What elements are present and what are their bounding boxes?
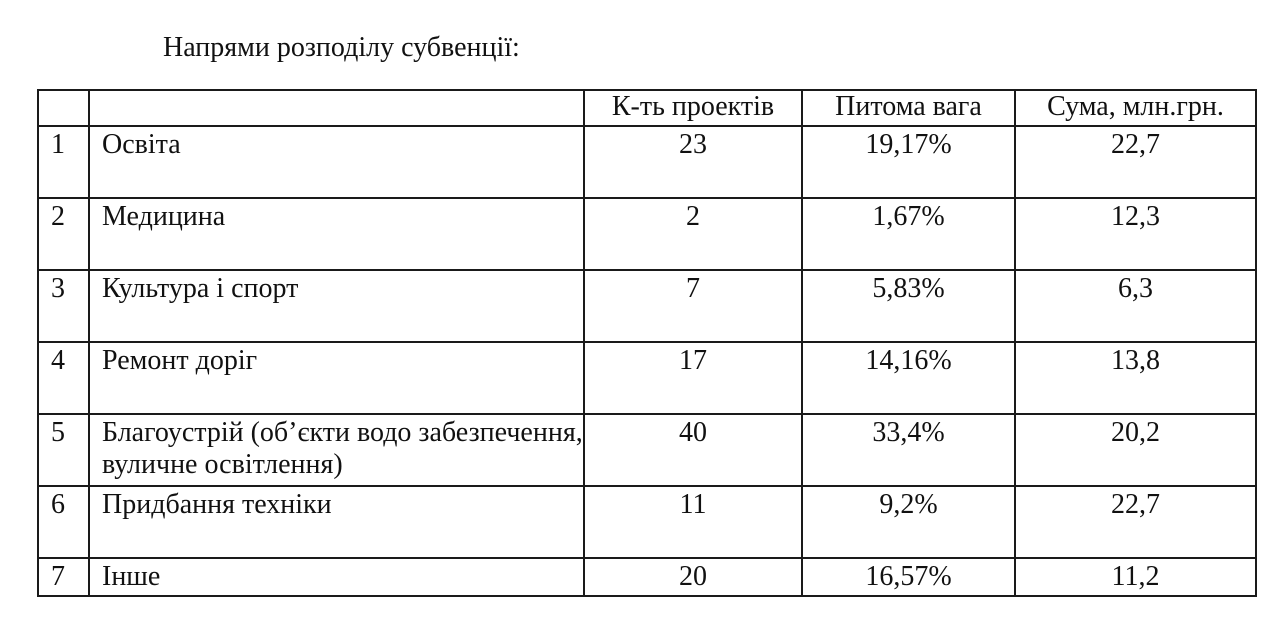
row-direction: Інше (88, 557, 585, 597)
row-amount: 20,2 (1014, 413, 1257, 487)
table-row: 4 Ремонт доріг 17 14,16% 13,8 (37, 341, 1257, 415)
page-title: Напрями розподілу субвенції: (163, 32, 520, 63)
row-share: 5,83% (801, 269, 1016, 343)
row-amount: 22,7 (1014, 125, 1257, 199)
row-share: 16,57% (801, 557, 1016, 597)
row-share: 33,4% (801, 413, 1016, 487)
row-index: 7 (37, 557, 90, 597)
row-project-count: 17 (583, 341, 803, 415)
table-row: 3 Культура і спорт 7 5,83% 6,3 (37, 269, 1257, 343)
table-row: 6 Придбання техніки 11 9,2% 22,7 (37, 485, 1257, 559)
row-project-count: 40 (583, 413, 803, 487)
row-index: 3 (37, 269, 90, 343)
row-direction: Благоустрій (об’єкти водо забезпечення, … (88, 413, 585, 487)
row-amount: 12,3 (1014, 197, 1257, 271)
row-share: 14,16% (801, 341, 1016, 415)
header-cell-amount: Сума, млн.грн. (1014, 89, 1257, 127)
row-index: 4 (37, 341, 90, 415)
table-header-row: К-ть проектів Питома вага Сума, млн.грн. (37, 89, 1257, 127)
row-index: 6 (37, 485, 90, 559)
row-direction: Ремонт доріг (88, 341, 585, 415)
row-project-count: 7 (583, 269, 803, 343)
row-project-count: 2 (583, 197, 803, 271)
row-share: 9,2% (801, 485, 1016, 559)
row-share: 19,17% (801, 125, 1016, 199)
row-amount: 13,8 (1014, 341, 1257, 415)
row-index: 2 (37, 197, 90, 271)
row-project-count: 23 (583, 125, 803, 199)
header-cell-index (37, 89, 90, 127)
header-cell-project-count: К-ть проектів (583, 89, 803, 127)
row-project-count: 11 (583, 485, 803, 559)
row-direction: Культура і спорт (88, 269, 585, 343)
header-cell-share: Питома вага (801, 89, 1016, 127)
row-amount: 22,7 (1014, 485, 1257, 559)
row-direction: Придбання техніки (88, 485, 585, 559)
row-index: 1 (37, 125, 90, 199)
row-direction: Освіта (88, 125, 585, 199)
row-share: 1,67% (801, 197, 1016, 271)
subvention-distribution-table: К-ть проектів Питома вага Сума, млн.грн.… (37, 89, 1257, 597)
row-direction: Медицина (88, 197, 585, 271)
row-amount: 11,2 (1014, 557, 1257, 597)
row-index: 5 (37, 413, 90, 487)
table-row: 7 Інше 20 16,57% 11,2 (37, 557, 1257, 597)
row-project-count: 20 (583, 557, 803, 597)
table-row: 1 Освіта 23 19,17% 22,7 (37, 125, 1257, 199)
table-row: 2 Медицина 2 1,67% 12,3 (37, 197, 1257, 271)
header-cell-direction (88, 89, 585, 127)
table-row: 5 Благоустрій (об’єкти водо забезпечення… (37, 413, 1257, 487)
row-amount: 6,3 (1014, 269, 1257, 343)
